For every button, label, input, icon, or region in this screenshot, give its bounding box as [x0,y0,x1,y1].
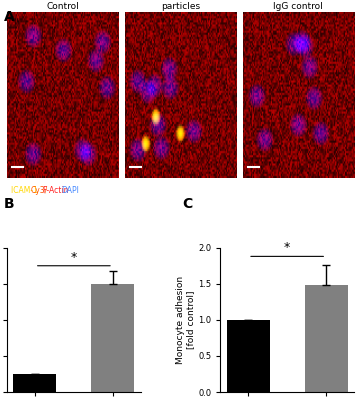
Bar [91,284,134,392]
Title: + NLRP3-YFP
particles: + NLRP3-YFP particles [152,0,209,11]
Title: IgG control: IgG control [273,2,323,11]
Text: ICAM-1: ICAM-1 [11,186,40,195]
Text: DAPI: DAPI [61,186,79,195]
Y-axis label: Monocyte adhesion
[fold control]: Monocyte adhesion [fold control] [176,276,196,364]
Text: Cy3/: Cy3/ [31,186,48,195]
Text: B: B [4,197,14,211]
Text: A: A [4,10,14,24]
Bar [305,285,348,392]
Title: Control: Control [46,2,79,11]
Bar [13,374,56,392]
Bar [227,320,270,392]
Text: F-Actin: F-Actin [43,186,69,195]
Text: *: * [284,241,290,254]
Text: C: C [182,197,192,211]
Text: *: * [71,251,77,264]
